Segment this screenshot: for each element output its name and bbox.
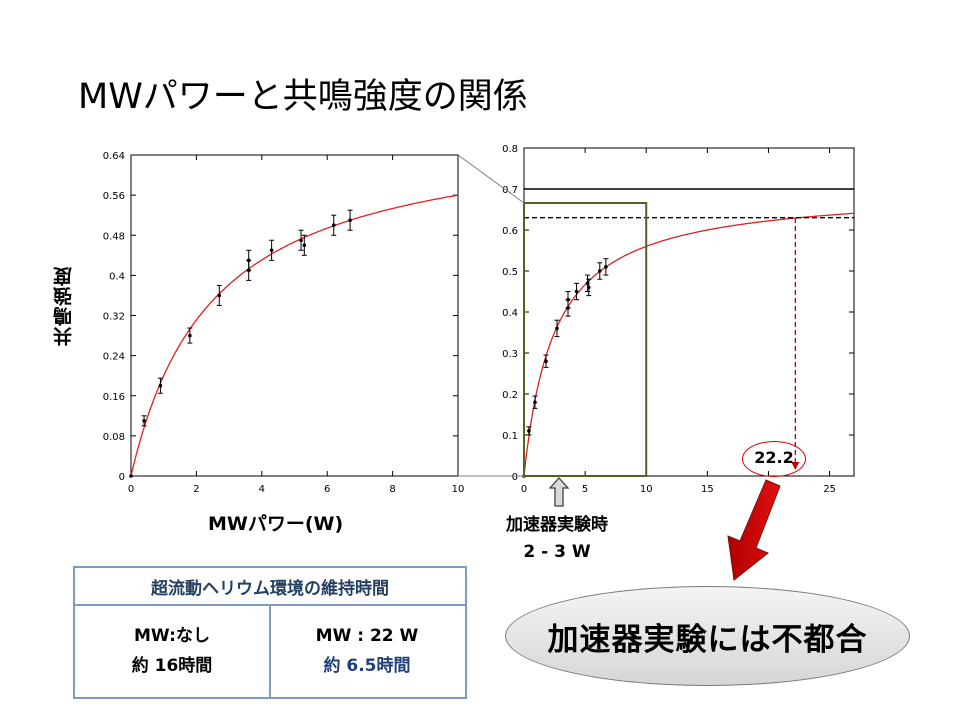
y-tick-label: 0.56 [103,191,125,202]
x-tick-label: 2 [193,484,199,495]
data-point [158,383,163,388]
y-tick-label: 0.1 [502,431,518,442]
data-point [544,359,548,364]
y-tick-label: 0 [512,472,518,483]
data-point [555,326,559,331]
y-tick-label: 0.24 [103,352,125,363]
x-tick-label: 6 [324,484,330,495]
data-point [299,238,303,243]
data-point [604,265,608,269]
y-tick-label: 0.2 [502,390,518,401]
x-tick-label: 10 [640,484,653,495]
y-tick-label: 0.7 [502,185,518,196]
highlight-range-box [523,202,648,477]
cell-duration: 約 6.5時間 [323,655,411,676]
zoom-connector-line [457,154,525,204]
data-point [129,474,133,478]
x-tick-label: 8 [389,484,395,495]
x-tick-label: 4 [259,484,265,495]
data-point [302,243,307,248]
cell-condition: MW : 22 W [315,625,419,646]
data-point [331,223,336,228]
y-tick-label: 0.5 [502,267,518,278]
data-point [527,429,531,433]
x-tick-label: 25 [823,484,836,495]
y-tick-label: 0.08 [103,432,125,443]
y-tick-label: 0.32 [103,312,125,323]
up-arrow-icon [549,477,569,507]
y-tick-label: 0 [119,472,125,483]
cell-condition: MW:なし [134,625,210,646]
left-chart: 0 0.08 0.16 0.24 0.32 0.4 0.48 0.56 0.64 0 2 4 6 8 10 [103,151,465,495]
table-cell-mw-22w: MW : 22 W 約 6.5時間 [270,604,464,697]
y-tick-label: 0.4 [502,308,518,319]
x-tick-label: 0 [521,484,527,495]
cell-duration: 約 16時間 [131,655,213,676]
value-annotation: 22.2 [754,448,794,467]
data-point [586,285,591,290]
data-point [246,268,251,273]
x-tick-label: 5 [582,484,588,495]
data-point [597,269,602,273]
value-highlight-oval [742,441,806,477]
y-tick-label: 0.16 [103,392,125,403]
data-point [533,400,537,405]
plot-frame [523,147,855,477]
y-tick-label: 0.3 [502,349,518,360]
x-tick-label: 15 [701,484,714,495]
x-tick-label: 10 [452,484,465,495]
down-arrow-icon [727,479,781,581]
data-point [348,218,352,223]
right-chart: 00.10.20.30.40.50.60.70.80510152025 [502,144,855,495]
y-tick-label: 0.8 [502,144,518,155]
fit-curve [130,194,459,477]
y-axis-label: 共鳴強度 [53,266,75,346]
y-tick-label: 0.64 [103,151,125,162]
y-tick-label: 0.48 [103,231,125,242]
note-line-2: 2 - 3 W [523,542,591,562]
data-point [574,289,579,294]
note-line-1: 加速器実験時 [506,515,608,535]
x-axis-label: MWパワー(W) [208,513,344,535]
y-tick-label: 0.6 [502,226,518,237]
retention-time-table: 超流動ヘリウム環境の維持時間 MW:なし 約 16時間 MW : 22 W 約 … [73,566,467,699]
experiment-note: 加速器実験時 2 - 3 W [487,512,627,566]
data-point [217,293,222,298]
chart-overlay [457,154,648,477]
table-cell-no-mw: MW:なし 約 16時間 [75,604,271,697]
y-tick-label: 0.4 [109,271,125,282]
data-point [269,248,274,253]
table-header: 超流動ヘリウム環境の維持時間 [75,568,465,606]
x-tick-label: 0 [128,484,134,495]
data-point [566,306,570,310]
conclusion-oval: 加速器実験には不都合 [505,586,910,686]
plot-frame [130,154,459,477]
slide-title: MWパワーと共鳴強度の関係 [78,77,528,117]
data-point [142,419,146,423]
data-point [188,333,192,338]
